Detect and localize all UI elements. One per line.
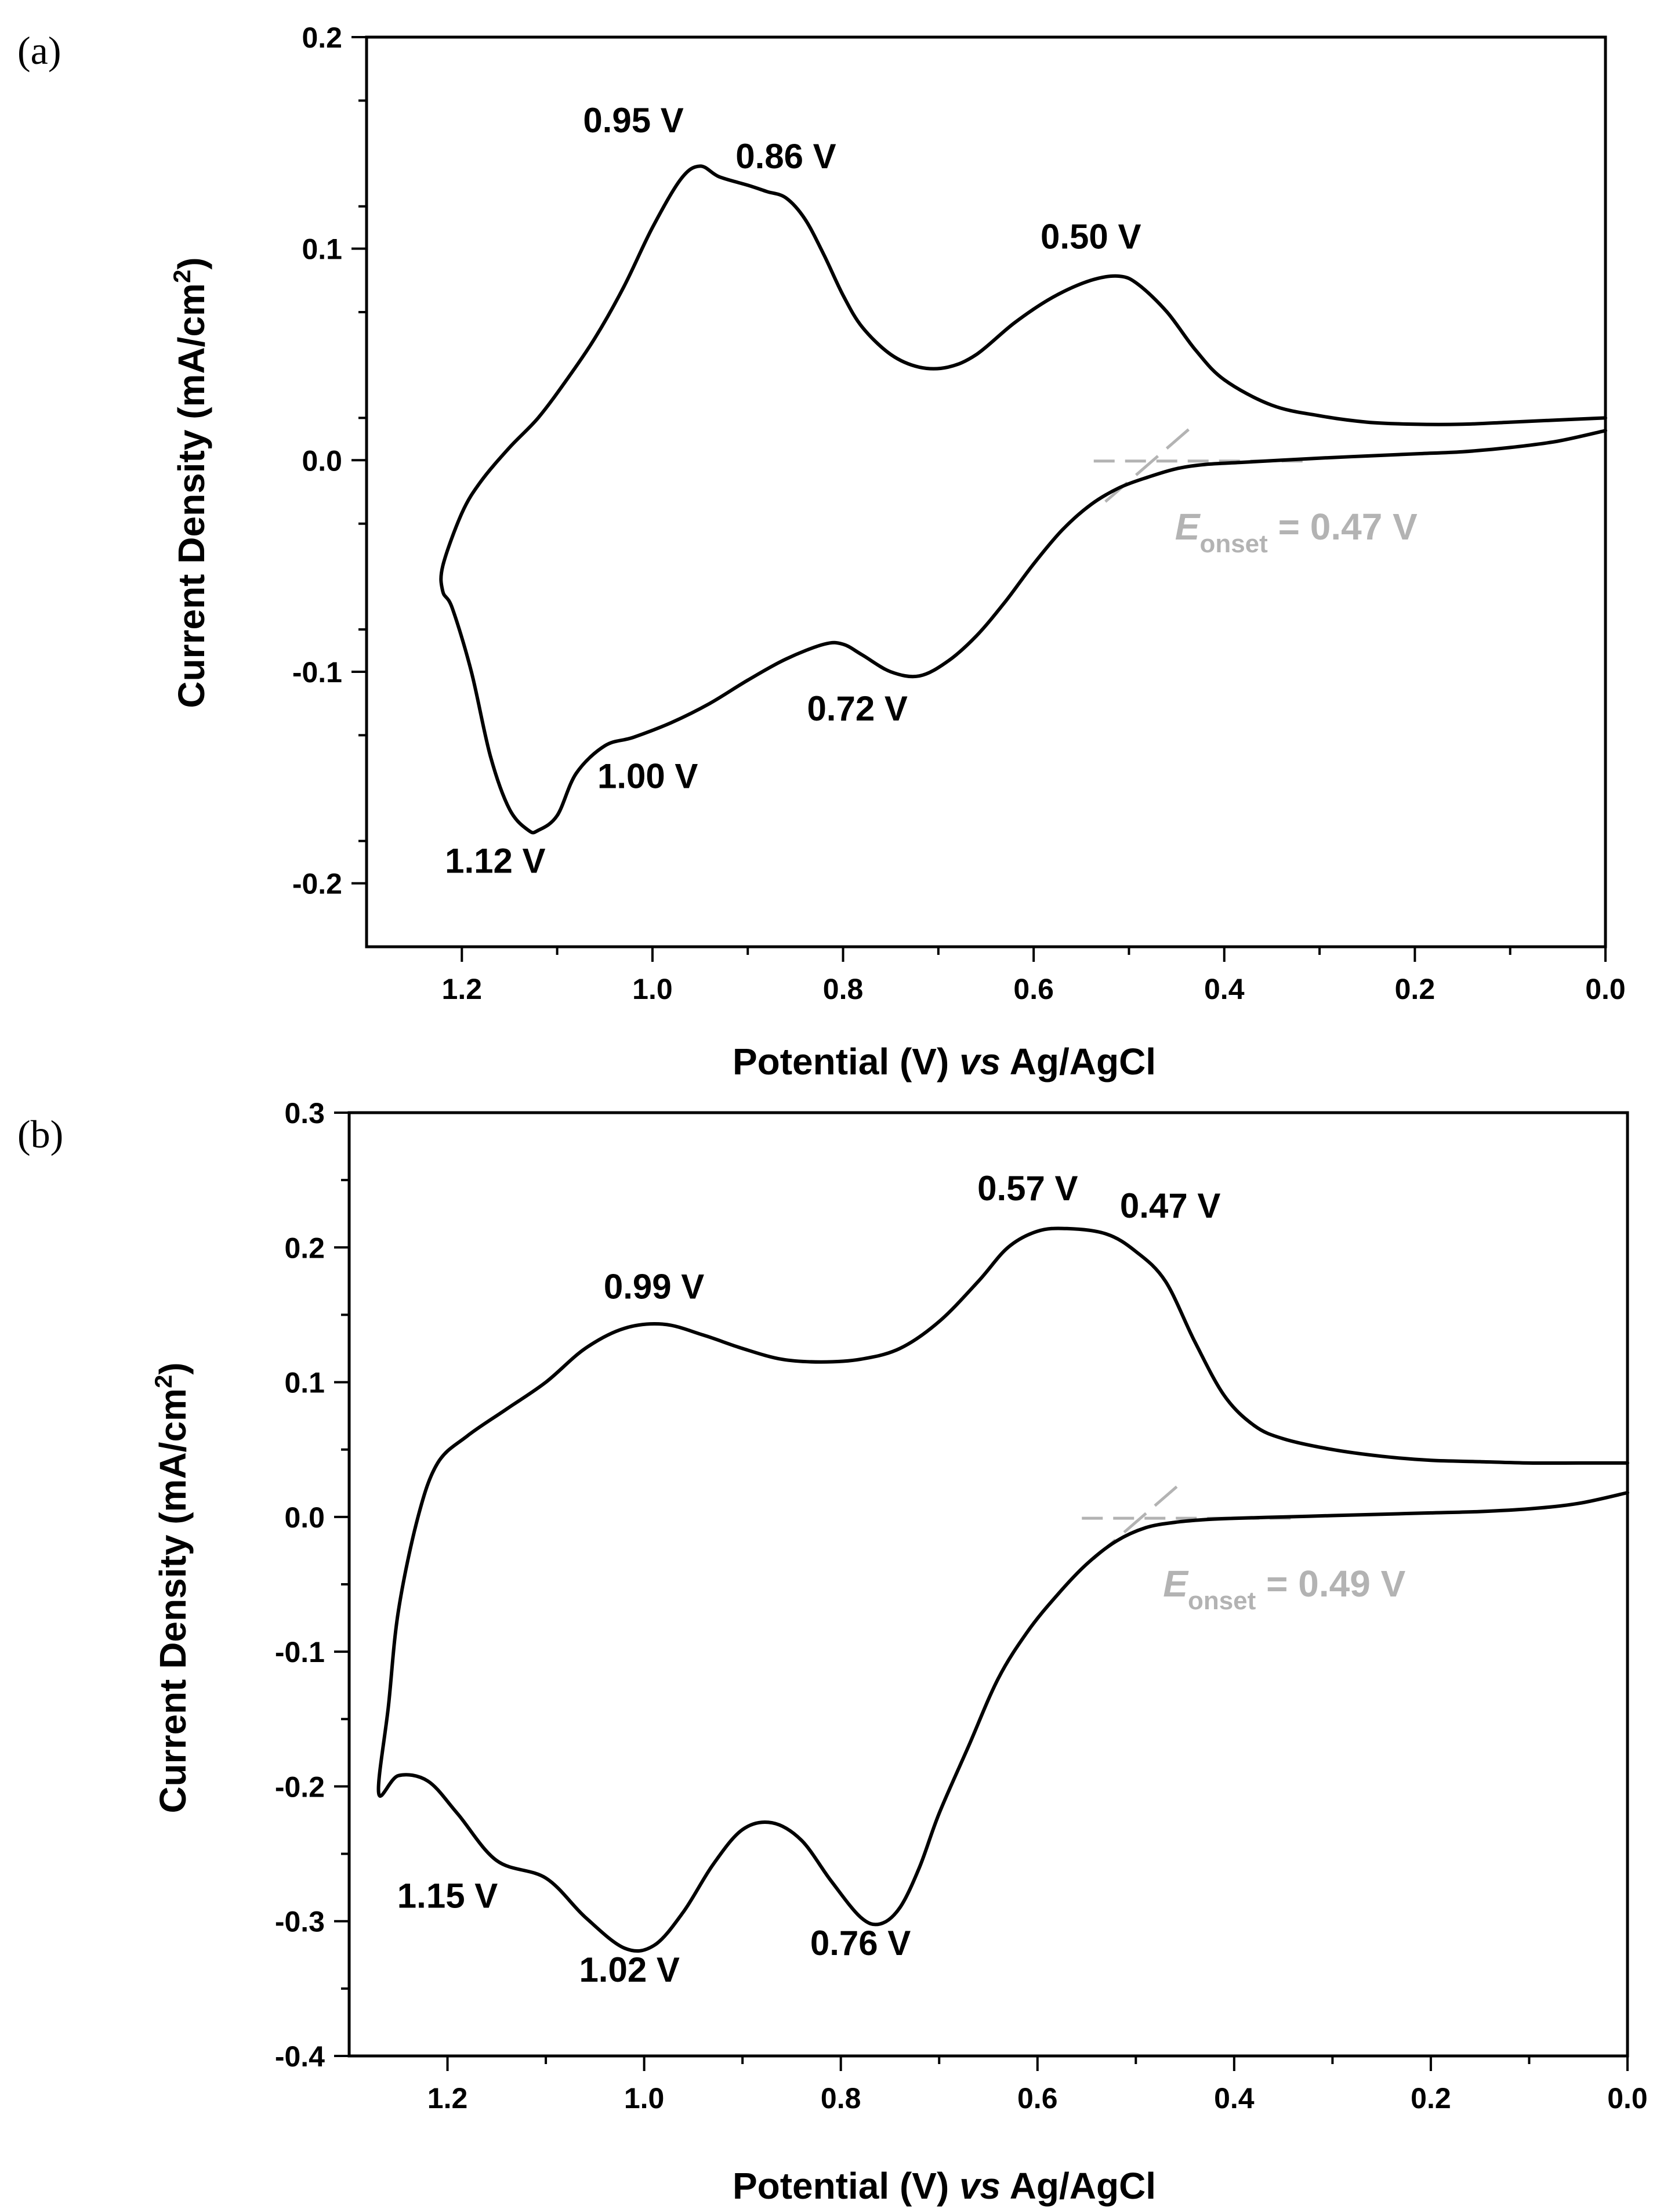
axis-ticks bbox=[351, 36, 1607, 962]
onset-value: = 0.49 V bbox=[1256, 1563, 1405, 1605]
x-axis-title-part: Ag/AgCl bbox=[1001, 1041, 1156, 1083]
y-tick-label: 0.0 bbox=[284, 1501, 325, 1534]
y-tick-labels: 0.2 0.1 0.0 -0.1 -0.2 bbox=[292, 21, 342, 900]
plot-frame bbox=[365, 35, 1607, 948]
y-axis-title: Current Density (mA/cm2) bbox=[168, 257, 212, 708]
x-axis-title-part: Ag/AgCl bbox=[1001, 2165, 1156, 2207]
y-tick-label: -0.2 bbox=[275, 1771, 325, 1803]
y-axis-title-part: Current Density (mA/cm bbox=[171, 283, 212, 708]
panel-label: (b) bbox=[17, 1112, 63, 1156]
y-tick-label: 0.1 bbox=[302, 233, 342, 266]
peak-label: 0.57 V bbox=[977, 1169, 1078, 1208]
peak-annotations: 0.57 V 0.47 V 0.99 V 1.15 V 1.02 V 0.76 V bbox=[397, 1169, 1221, 1989]
y-tick-label: 0.2 bbox=[302, 21, 342, 54]
x-tick-label: 0.8 bbox=[823, 973, 864, 1005]
y-tick-label: -0.2 bbox=[292, 868, 342, 900]
peak-label: 0.72 V bbox=[807, 689, 907, 728]
panel-label: (a) bbox=[17, 28, 61, 73]
onset-label: Eonset = 0.47 V bbox=[1175, 506, 1418, 558]
x-tick-label: 0.6 bbox=[1017, 2082, 1058, 2115]
x-tick-label: 1.0 bbox=[632, 973, 673, 1005]
y-axis-title-superscript: 2 bbox=[150, 1375, 177, 1388]
x-axis-title-part: Potential (V) bbox=[733, 2165, 959, 2207]
y-axis-title-superscript: 2 bbox=[168, 270, 195, 283]
plot-frame bbox=[347, 1111, 1629, 2058]
x-tick-label: 0.0 bbox=[1585, 973, 1626, 1005]
peak-label: 0.95 V bbox=[583, 101, 683, 140]
x-axis-title-vs: vs bbox=[959, 1041, 1001, 1083]
y-tick-label: 0.0 bbox=[302, 444, 342, 477]
x-tick-label: 1.0 bbox=[624, 2082, 665, 2115]
y-tick-label: -0.1 bbox=[275, 1636, 325, 1668]
y-tick-label: -0.3 bbox=[275, 1906, 325, 1938]
onset-subscript: onset bbox=[1188, 1587, 1256, 1615]
panel-b: (b) 1.2 1.0 0.8 0.6 0.4 0.2 0.0 0.3 0.2 0.1 0.0 -0… bbox=[17, 1097, 1648, 2207]
y-axis-title: Current Density (mA/cm2) bbox=[150, 1362, 194, 1813]
y-tick-labels: 0.3 0.2 0.1 0.0 -0.1 -0.2 -0.3 -0.4 bbox=[275, 1097, 325, 2073]
y-axis-title-part: Current Density (mA/cm bbox=[152, 1388, 194, 1813]
x-tick-label: 0.4 bbox=[1214, 2082, 1255, 2115]
onset-e: E bbox=[1163, 1563, 1189, 1605]
peak-label: 1.02 V bbox=[579, 1950, 679, 1989]
peak-annotations: 0.95 V 0.86 V 0.50 V 1.12 V 1.00 V 0.72 V bbox=[445, 101, 1141, 880]
x-tick-labels: 1.2 1.0 0.8 0.6 0.4 0.2 0.0 bbox=[442, 973, 1626, 1005]
x-tick-label: 0.0 bbox=[1607, 2082, 1648, 2115]
x-axis-title: Potential (V) vs Ag/AgCl bbox=[733, 2165, 1156, 2207]
x-tick-label: 0.8 bbox=[821, 2082, 861, 2115]
peak-label: 1.00 V bbox=[597, 757, 698, 796]
x-axis-title-part: Potential (V) bbox=[733, 1041, 959, 1083]
peak-label: 0.76 V bbox=[810, 1924, 911, 1963]
peak-label: 1.12 V bbox=[445, 841, 545, 880]
y-tick-label: 0.1 bbox=[284, 1367, 325, 1399]
x-tick-labels: 1.2 1.0 0.8 0.6 0.4 0.2 0.0 bbox=[427, 2082, 1648, 2115]
x-tick-label: 1.2 bbox=[442, 973, 483, 1005]
peak-label: 0.50 V bbox=[1041, 218, 1141, 256]
y-tick-label: -0.4 bbox=[275, 2040, 325, 2073]
peak-label: 0.86 V bbox=[735, 137, 836, 176]
y-tick-label: 0.2 bbox=[284, 1232, 325, 1264]
peak-label: 1.15 V bbox=[397, 1876, 498, 1915]
peak-label: 0.99 V bbox=[604, 1268, 704, 1306]
y-tick-label: 0.3 bbox=[284, 1097, 325, 1129]
axis-ticks bbox=[334, 1112, 1629, 2071]
x-tick-label: 0.4 bbox=[1204, 973, 1245, 1005]
x-tick-label: 1.2 bbox=[427, 2082, 468, 2115]
cv-curve bbox=[439, 164, 1607, 835]
x-tick-label: 0.2 bbox=[1395, 973, 1436, 1005]
onset-value: = 0.47 V bbox=[1268, 506, 1418, 548]
x-tick-label: 0.6 bbox=[1013, 973, 1054, 1005]
onset-label: Eonset = 0.49 V bbox=[1163, 1563, 1405, 1615]
onset-e: E bbox=[1175, 506, 1201, 548]
x-axis-title: Potential (V) vs Ag/AgCl bbox=[733, 1041, 1156, 1083]
panel-a: (a) 1.2 1.0 0.8 0.6 0.4 0.2 0.0 0.2 0.1 0.0 -0.1 -… bbox=[17, 21, 1626, 1083]
y-axis-title-part: ) bbox=[152, 1362, 194, 1374]
y-axis-title-part: ) bbox=[171, 257, 212, 269]
x-axis-title-vs: vs bbox=[959, 2165, 1001, 2207]
cv-curve bbox=[376, 1226, 1629, 1953]
onset-subscript: onset bbox=[1199, 530, 1268, 558]
onset-tangent bbox=[1104, 425, 1194, 503]
peak-label: 0.47 V bbox=[1120, 1186, 1220, 1225]
x-tick-label: 0.2 bbox=[1411, 2082, 1451, 2115]
y-tick-label: -0.1 bbox=[292, 656, 342, 689]
